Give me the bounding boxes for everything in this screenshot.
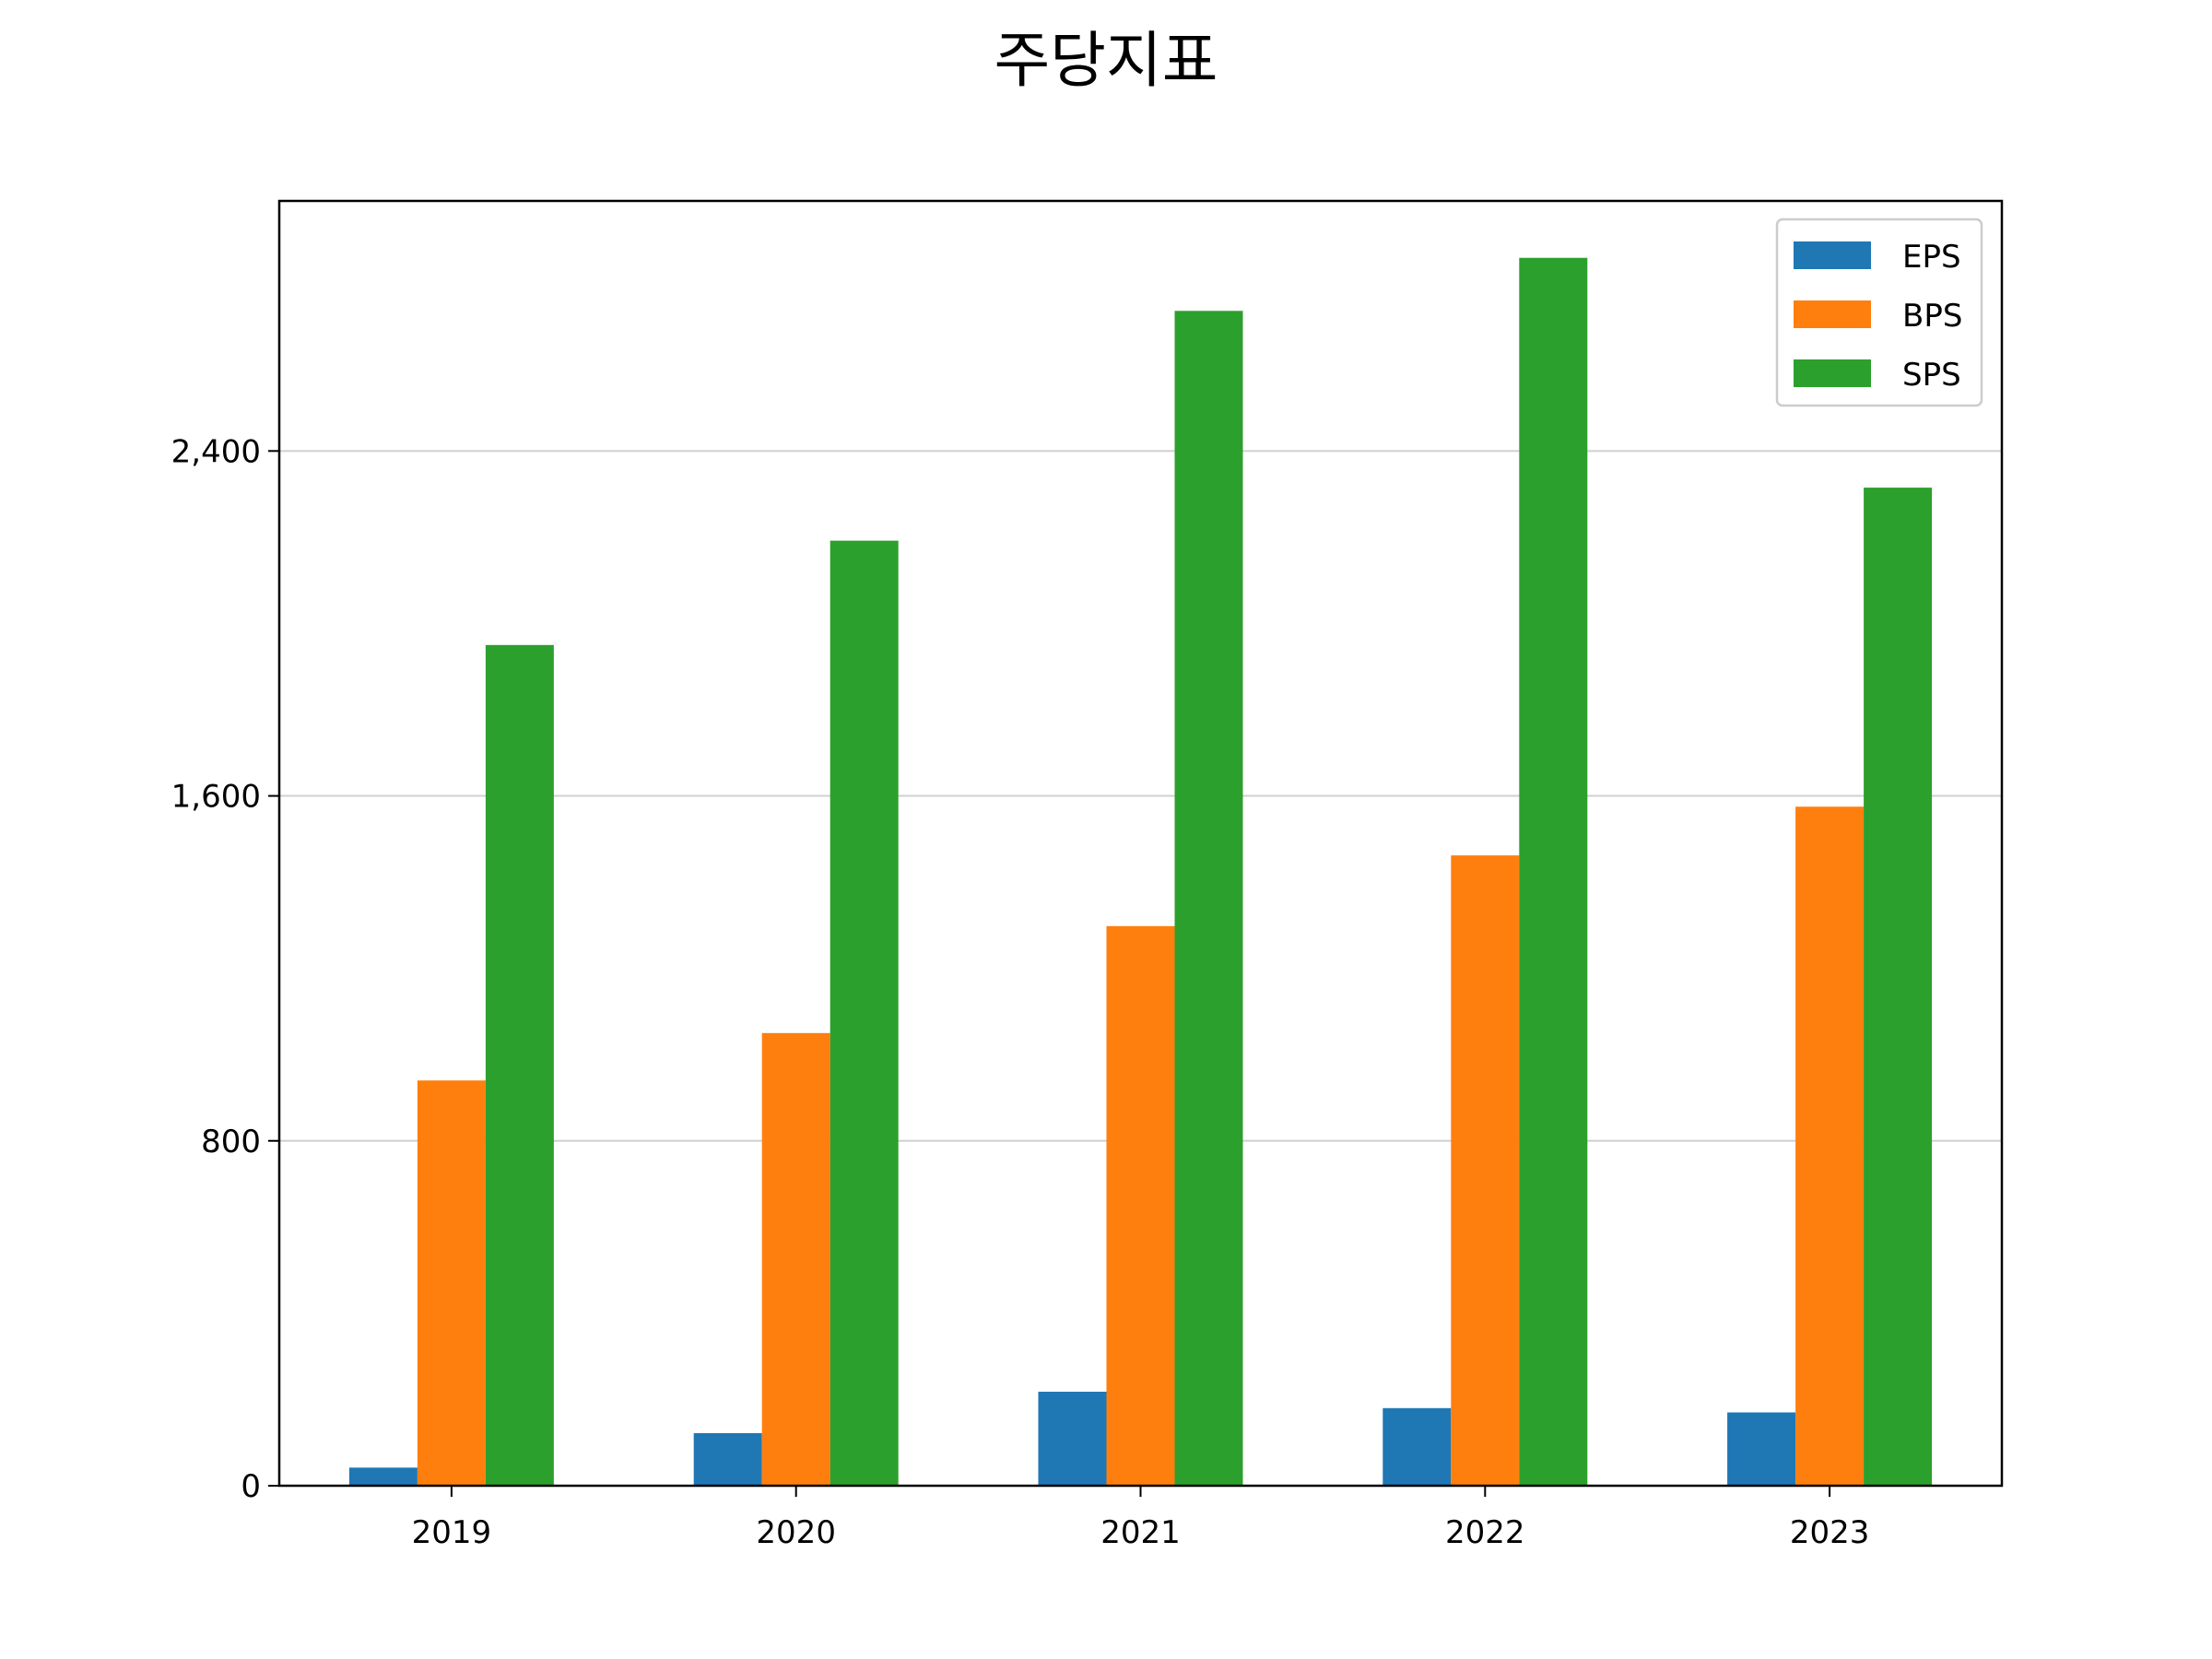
x-tick-label: 2019 bbox=[412, 1514, 492, 1551]
y-tick-label: 2,400 bbox=[171, 433, 261, 470]
legend-label-bps: BPS bbox=[1902, 298, 1962, 335]
legend-swatch-sps bbox=[1794, 359, 1871, 387]
bar-bps-2021 bbox=[1106, 925, 1175, 1486]
bar-eps-2023 bbox=[1727, 1412, 1796, 1486]
legend-swatch-eps bbox=[1794, 241, 1871, 269]
x-tick-label: 2021 bbox=[1100, 1514, 1181, 1551]
x-tick-label: 2023 bbox=[1790, 1514, 1870, 1551]
y-axis: 0 800 1,600 2,400 bbox=[171, 433, 279, 1505]
bar-sps-2019 bbox=[485, 644, 554, 1486]
y-tick-label: 800 bbox=[201, 1124, 261, 1160]
bar-sps-2022 bbox=[1519, 257, 1588, 1486]
legend-label-eps: EPS bbox=[1902, 239, 1961, 276]
bar-bps-2019 bbox=[417, 1080, 486, 1486]
bar-eps-2020 bbox=[693, 1432, 762, 1486]
y-tick-label: 1,600 bbox=[171, 779, 261, 816]
bar-sps-2023 bbox=[1864, 488, 1933, 1487]
bar-sps-2021 bbox=[1174, 311, 1243, 1486]
legend-label-sps: SPS bbox=[1902, 357, 1961, 394]
bars bbox=[348, 257, 1933, 1487]
x-axis: 2019 2020 2021 2022 2023 bbox=[412, 1486, 1870, 1551]
legend: EPS BPS SPS bbox=[1775, 218, 1983, 407]
x-tick-label: 2020 bbox=[756, 1514, 836, 1551]
bar-bps-2023 bbox=[1795, 806, 1865, 1486]
bar-eps-2022 bbox=[1382, 1407, 1452, 1486]
legend-swatch-bps bbox=[1794, 300, 1871, 328]
bar-sps-2020 bbox=[830, 540, 899, 1486]
y-tick-label: 0 bbox=[241, 1468, 261, 1505]
chart-title: 주당지표 bbox=[994, 25, 1218, 96]
bar-eps-2019 bbox=[348, 1467, 418, 1486]
x-tick-label: 2022 bbox=[1445, 1514, 1525, 1551]
bar-bps-2022 bbox=[1451, 855, 1520, 1486]
bar-eps-2021 bbox=[1038, 1392, 1107, 1486]
bar-bps-2020 bbox=[761, 1032, 830, 1486]
